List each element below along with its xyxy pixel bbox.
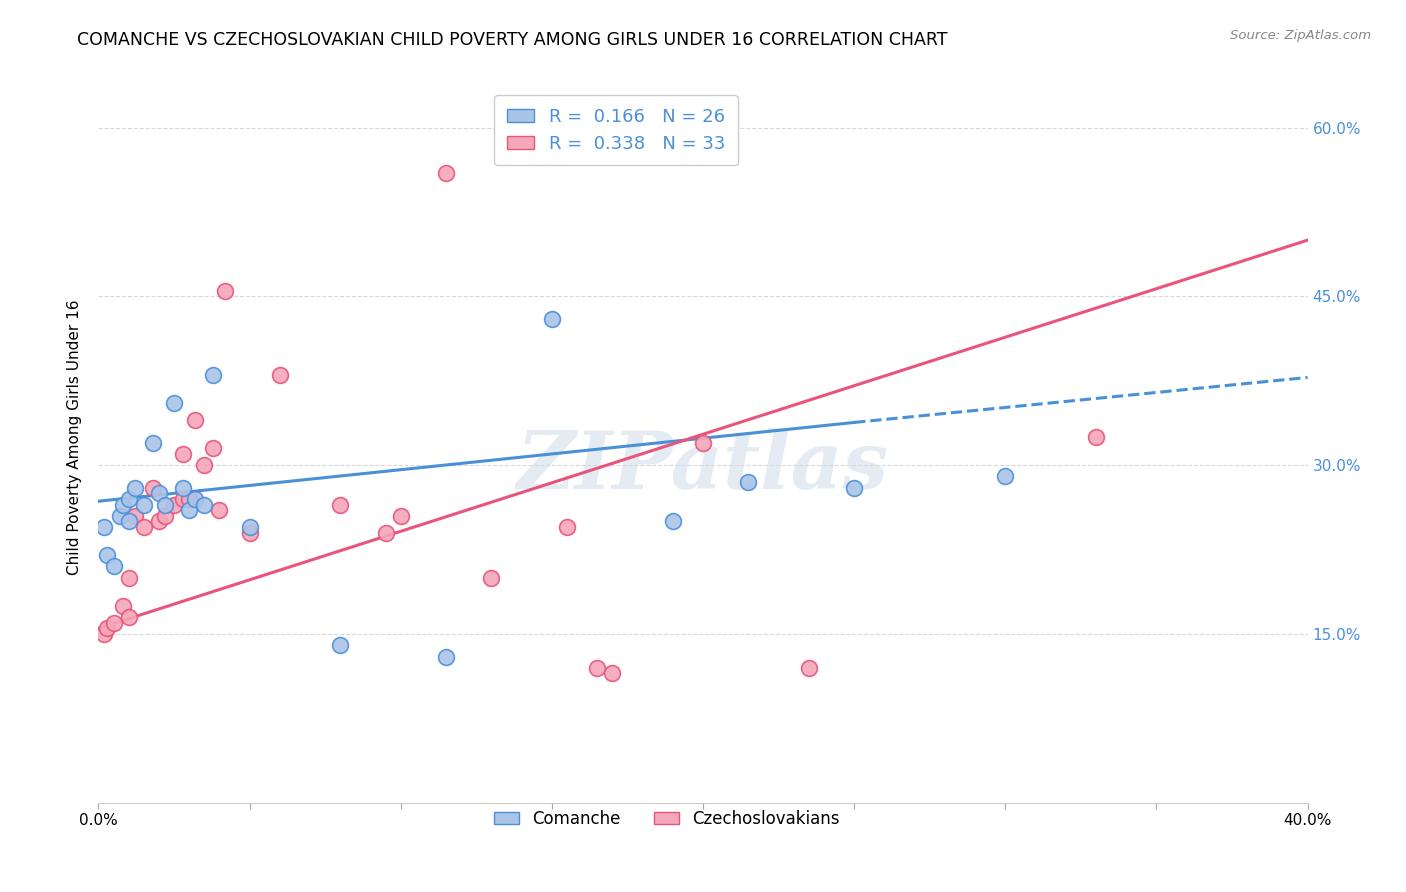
Point <box>434 166 457 180</box>
Point <box>93 520 115 534</box>
Point <box>994 469 1017 483</box>
Text: ZIPatlas: ZIPatlas <box>517 427 889 505</box>
Point <box>132 520 155 534</box>
Point <box>103 559 125 574</box>
Point <box>163 396 186 410</box>
Point <box>208 503 231 517</box>
Point <box>202 368 225 383</box>
Point <box>108 508 131 523</box>
Point <box>193 458 215 473</box>
Point <box>172 491 194 506</box>
Point <box>148 515 170 529</box>
Point <box>118 571 141 585</box>
Point <box>184 491 207 506</box>
Point <box>239 525 262 540</box>
Point <box>111 498 134 512</box>
Point <box>586 661 609 675</box>
Point <box>602 666 624 681</box>
Point <box>1085 430 1108 444</box>
Point <box>142 435 165 450</box>
Point <box>239 520 262 534</box>
Point <box>179 491 201 506</box>
Point <box>118 491 141 506</box>
Point <box>329 638 352 652</box>
Point <box>93 627 115 641</box>
Point <box>692 435 714 450</box>
Point <box>374 525 396 540</box>
Point <box>193 498 215 512</box>
Point <box>153 508 176 523</box>
Point <box>737 475 759 489</box>
Point <box>132 498 155 512</box>
Point <box>96 548 118 562</box>
Point <box>202 442 225 456</box>
Point <box>389 508 412 523</box>
Point <box>111 599 134 613</box>
Point <box>124 481 146 495</box>
Point <box>148 486 170 500</box>
Point <box>96 621 118 635</box>
Point <box>844 481 866 495</box>
Point <box>214 284 236 298</box>
Point <box>142 481 165 495</box>
Point <box>163 498 186 512</box>
Point <box>153 498 176 512</box>
Point <box>540 312 562 326</box>
Point <box>179 503 201 517</box>
Point <box>184 413 207 427</box>
Y-axis label: Child Poverty Among Girls Under 16: Child Poverty Among Girls Under 16 <box>67 300 83 574</box>
Point <box>434 649 457 664</box>
Point <box>172 447 194 461</box>
Point <box>555 520 578 534</box>
Text: COMANCHE VS CZECHOSLOVAKIAN CHILD POVERTY AMONG GIRLS UNDER 16 CORRELATION CHART: COMANCHE VS CZECHOSLOVAKIAN CHILD POVERT… <box>77 31 948 49</box>
Point <box>329 498 352 512</box>
Point <box>118 610 141 624</box>
Point <box>118 515 141 529</box>
Text: Source: ZipAtlas.com: Source: ZipAtlas.com <box>1230 29 1371 42</box>
Point <box>481 571 503 585</box>
Legend: Comanche, Czechoslovakians: Comanche, Czechoslovakians <box>486 804 846 835</box>
Point <box>269 368 291 383</box>
Point <box>172 481 194 495</box>
Point <box>797 661 820 675</box>
Point <box>124 508 146 523</box>
Point <box>661 515 683 529</box>
Point <box>103 615 125 630</box>
